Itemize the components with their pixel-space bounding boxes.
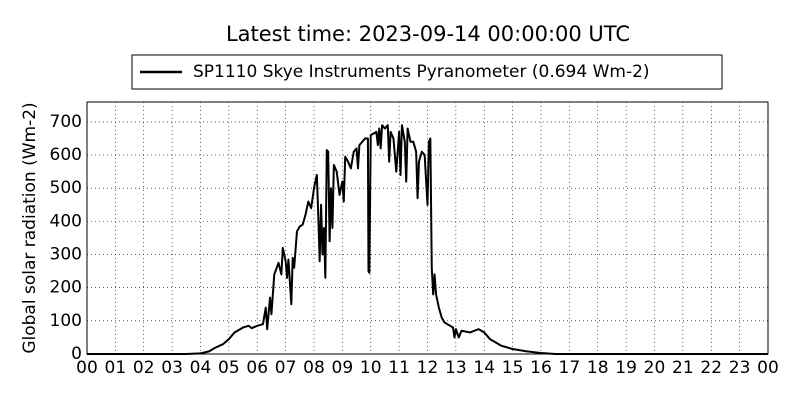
y-tick-label: 0 <box>71 344 82 364</box>
x-tick-label: 14 <box>473 358 495 378</box>
x-tick-label: 11 <box>388 358 410 378</box>
x-tick-label: 05 <box>218 358 240 378</box>
x-tick-label: 00 <box>757 358 779 378</box>
y-tick-label: 300 <box>50 245 82 265</box>
x-tick-label: 23 <box>729 358 751 378</box>
x-tick-label: 12 <box>417 358 439 378</box>
x-tick-label: 16 <box>530 358 552 378</box>
x-tick-label: 15 <box>502 358 524 378</box>
x-tick-label: 21 <box>672 358 694 378</box>
x-tick-label: 02 <box>133 358 155 378</box>
data-line <box>87 124 768 355</box>
x-tick-label: 22 <box>700 358 722 378</box>
chart-title: Latest time: 2023-09-14 00:00:00 UTC <box>226 22 630 46</box>
y-tick-label: 700 <box>50 112 82 132</box>
y-tick-label: 400 <box>50 211 82 231</box>
plot-frame <box>86 101 769 355</box>
x-tick-label: 06 <box>246 358 268 378</box>
x-tick-label: 04 <box>190 358 212 378</box>
x-tick-label: 18 <box>587 358 609 378</box>
y-tick-label: 500 <box>50 178 82 198</box>
x-tick-label: 20 <box>644 358 666 378</box>
x-tick-label: 01 <box>105 358 127 378</box>
y-tick-label: 100 <box>50 311 82 331</box>
x-tick-label: 13 <box>445 358 467 378</box>
y-tick-label: 600 <box>50 145 82 165</box>
x-tick-label: 10 <box>360 358 382 378</box>
x-tick-label: 08 <box>303 358 325 378</box>
x-tick-label: 17 <box>559 358 581 378</box>
y-axis-label: Global solar radiation (Wm-2) <box>20 102 40 353</box>
y-tick-label: 200 <box>50 278 82 298</box>
x-tick-label: 03 <box>161 358 183 378</box>
x-tick-label: 09 <box>332 358 354 378</box>
x-tick-label: 07 <box>275 358 297 378</box>
x-tick-label: 19 <box>615 358 637 378</box>
legend-label: SP1110 Skye Instruments Pyranometer (0.6… <box>193 62 650 82</box>
x-tick-label: 00 <box>76 358 98 378</box>
legend-box <box>131 54 723 90</box>
